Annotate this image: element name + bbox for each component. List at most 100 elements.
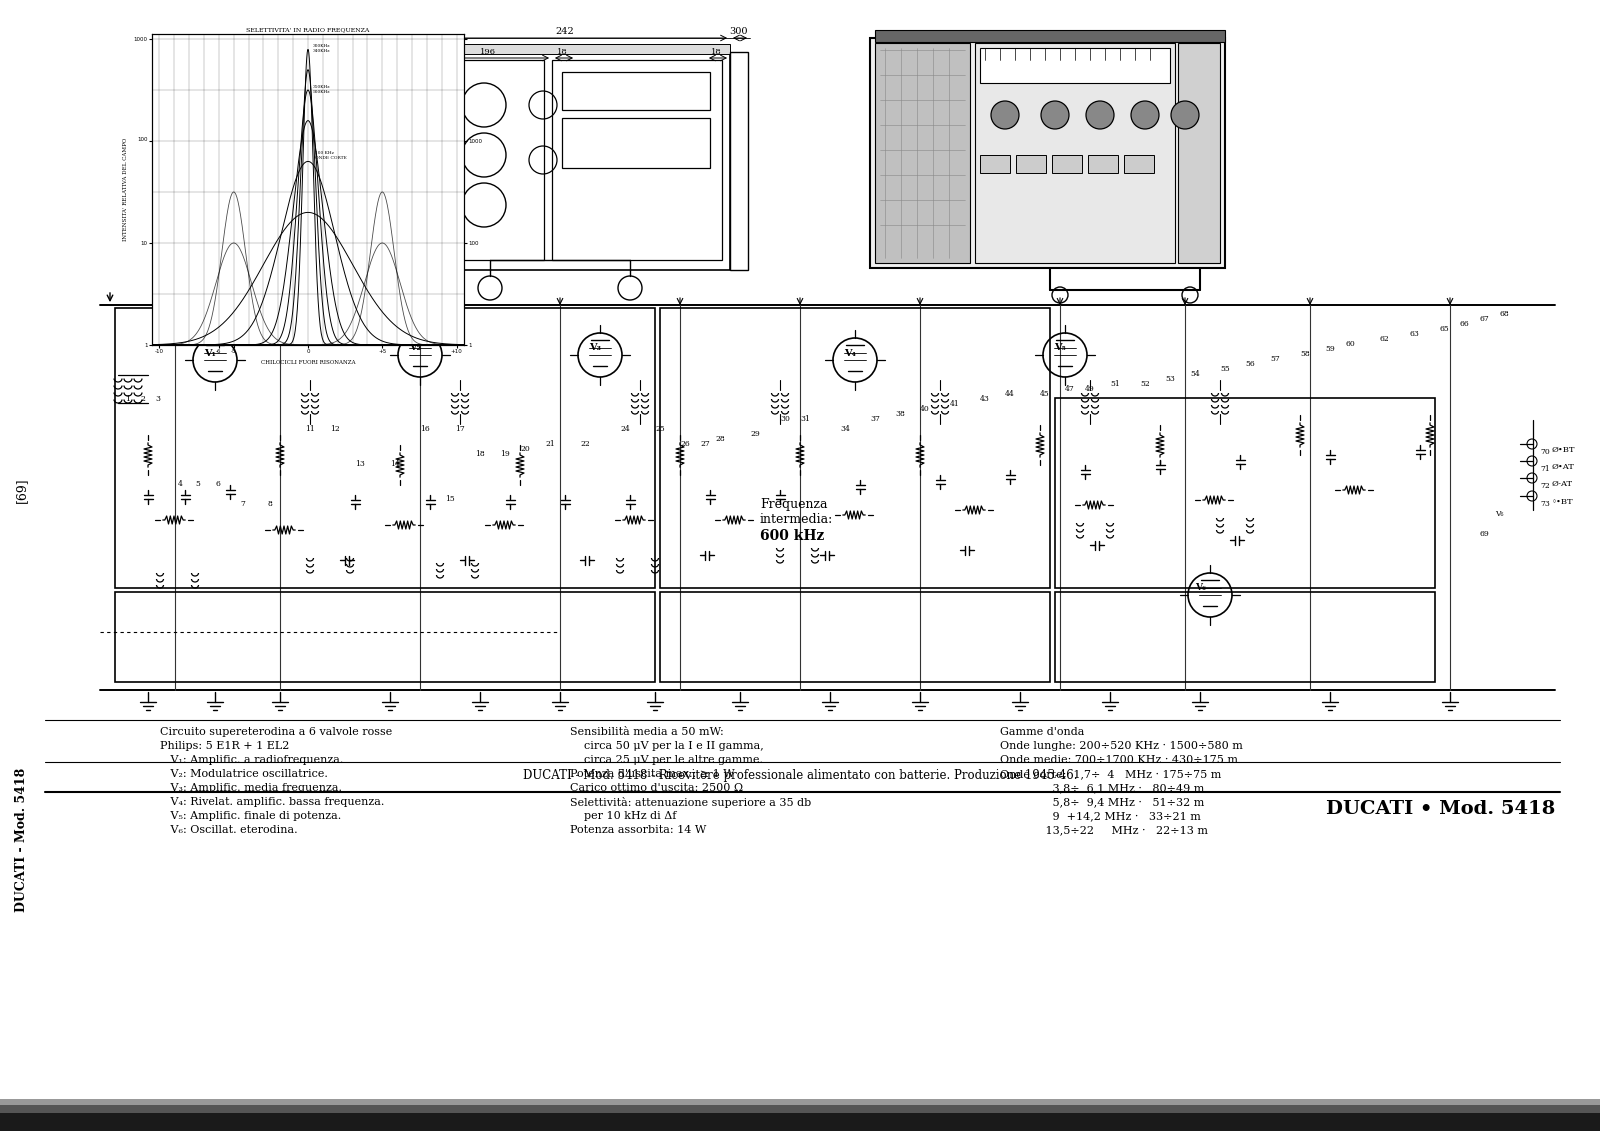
Bar xyxy=(0,1113,1600,1131)
Text: Selettività: attenuazione superiore a 35 db: Selettività: attenuazione superiore a 35… xyxy=(570,797,811,808)
Bar xyxy=(1123,155,1154,173)
Text: 72: 72 xyxy=(1539,482,1550,490)
Text: 14: 14 xyxy=(390,460,400,468)
Bar xyxy=(1178,43,1221,264)
Text: 3: 3 xyxy=(155,395,160,403)
Y-axis label: INTENSITA' RELATIVA DEL CAMPO: INTENSITA' RELATIVA DEL CAMPO xyxy=(123,138,128,241)
Text: 67: 67 xyxy=(1480,316,1490,323)
Text: 31: 31 xyxy=(800,415,810,423)
Text: 29: 29 xyxy=(750,430,760,438)
Text: 55: 55 xyxy=(1221,365,1230,373)
Text: 7: 7 xyxy=(240,500,245,508)
Text: 5: 5 xyxy=(195,480,200,487)
Text: 69: 69 xyxy=(1480,530,1490,538)
Bar xyxy=(414,52,730,270)
Text: V₆: V₆ xyxy=(1195,584,1205,593)
Bar xyxy=(979,155,1010,173)
Text: circa 50 μV per la I e II gamma,: circa 50 μV per la I e II gamma, xyxy=(570,741,763,751)
Text: 41: 41 xyxy=(950,400,960,408)
Bar xyxy=(661,592,1050,682)
Text: 600 kHz: 600 kHz xyxy=(760,529,824,543)
Text: V₃: V₃ xyxy=(589,344,602,353)
Text: 11: 11 xyxy=(306,425,315,433)
Text: V₅: V₅ xyxy=(1054,344,1066,353)
Text: Potenza assorbita: 14 W: Potenza assorbita: 14 W xyxy=(570,824,706,835)
Text: ◦•BT: ◦•BT xyxy=(1552,498,1574,506)
Text: intermedia:: intermedia: xyxy=(760,513,834,526)
Text: 37: 37 xyxy=(870,415,880,423)
Circle shape xyxy=(1171,101,1198,129)
Text: V₂: V₂ xyxy=(410,344,421,353)
Text: 60: 60 xyxy=(1346,340,1355,348)
Text: Philips: 5 E1R + 1 EL2: Philips: 5 E1R + 1 EL2 xyxy=(160,741,290,751)
Text: 9  +14,2 MHz ·   33÷21 m: 9 +14,2 MHz · 33÷21 m xyxy=(1000,811,1202,821)
Text: 38: 38 xyxy=(894,411,906,418)
Text: 68: 68 xyxy=(1501,310,1510,318)
Text: Sensibilità media a 50 mW:: Sensibilità media a 50 mW: xyxy=(570,727,723,737)
Text: V₆: Oscillat. eterodina.: V₆: Oscillat. eterodina. xyxy=(160,824,298,835)
Text: 73: 73 xyxy=(1539,500,1550,508)
Bar xyxy=(730,52,749,270)
Text: 70: 70 xyxy=(1539,448,1550,456)
Text: V₅: Amplific. finale di potenza.: V₅: Amplific. finale di potenza. xyxy=(160,811,341,821)
Text: 4: 4 xyxy=(178,480,182,487)
Title: SELETTIVITA' IN RADIO FREQUENZA: SELETTIVITA' IN RADIO FREQUENZA xyxy=(246,27,370,32)
Text: 40: 40 xyxy=(920,405,930,413)
Bar xyxy=(115,592,654,682)
Text: 59: 59 xyxy=(1325,345,1334,353)
Text: 6: 6 xyxy=(214,480,219,487)
Text: 20: 20 xyxy=(520,444,530,454)
Text: 28: 28 xyxy=(715,435,725,443)
Circle shape xyxy=(1042,101,1069,129)
Text: Onde corte:  1,7÷  4   MHz · 175÷75 m: Onde corte: 1,7÷ 4 MHz · 175÷75 m xyxy=(1000,769,1221,779)
Text: Carico ottimo d'uscita: 2500 Ω: Carico ottimo d'uscita: 2500 Ω xyxy=(570,783,742,793)
Bar xyxy=(0,1099,1600,1105)
Text: 19: 19 xyxy=(499,450,510,458)
Text: 47: 47 xyxy=(1066,385,1075,392)
Text: Ø-AT: Ø-AT xyxy=(1552,480,1573,487)
Text: Onde medie: 700÷1700 KHz · 430÷175 m: Onde medie: 700÷1700 KHz · 430÷175 m xyxy=(1000,756,1238,765)
Text: 18: 18 xyxy=(475,450,485,458)
Bar xyxy=(1016,155,1046,173)
Text: 25: 25 xyxy=(654,425,664,433)
Text: 18: 18 xyxy=(710,48,722,57)
Text: 66: 66 xyxy=(1459,320,1470,328)
Bar xyxy=(562,118,710,169)
Bar xyxy=(1088,155,1118,173)
Text: 22: 22 xyxy=(579,440,590,448)
Text: [69]: [69] xyxy=(16,477,29,503)
Text: 45: 45 xyxy=(1040,390,1050,398)
Text: 43: 43 xyxy=(979,395,990,403)
Text: V₁: Amplific. a radiofrequenza.: V₁: Amplific. a radiofrequenza. xyxy=(160,756,344,765)
Text: Circuito supereterodina a 6 valvole rosse: Circuito supereterodina a 6 valvole ross… xyxy=(160,727,392,737)
Text: 13,5÷22     MHz ·   22÷13 m: 13,5÷22 MHz · 22÷13 m xyxy=(1000,824,1208,835)
Circle shape xyxy=(1131,101,1158,129)
Text: 17: 17 xyxy=(454,425,464,433)
Text: 3,8÷  6,1 MHz ·   80÷49 m: 3,8÷ 6,1 MHz · 80÷49 m xyxy=(1000,783,1205,793)
Bar xyxy=(974,43,1174,264)
Text: circa 25 μV per le altre gamme.: circa 25 μV per le altre gamme. xyxy=(570,756,763,765)
Text: 100 KHz
ONDE CORTE: 100 KHz ONDE CORTE xyxy=(315,152,347,159)
Text: 71: 71 xyxy=(1539,465,1550,473)
Text: Onde lunghe: 200÷520 KHz · 1500÷580 m: Onde lunghe: 200÷520 KHz · 1500÷580 m xyxy=(1000,741,1243,751)
Text: 26: 26 xyxy=(680,440,690,448)
X-axis label: CHILOCICLI FUORI RISONANZA: CHILOCICLI FUORI RISONANZA xyxy=(261,360,355,364)
Bar xyxy=(115,308,654,588)
Text: Ø•BT: Ø•BT xyxy=(1552,446,1576,454)
Bar xyxy=(1053,155,1082,173)
Bar xyxy=(1054,592,1435,682)
Text: 49: 49 xyxy=(1085,385,1094,392)
Text: 1: 1 xyxy=(125,395,130,403)
Text: Ø•AT: Ø•AT xyxy=(1552,463,1574,470)
Text: 30: 30 xyxy=(781,415,790,423)
Text: V₆: V₆ xyxy=(1494,510,1504,518)
Text: Gamme d'onda: Gamme d'onda xyxy=(1000,727,1085,737)
Text: 8: 8 xyxy=(269,500,274,508)
Text: 62: 62 xyxy=(1379,335,1390,343)
Bar xyxy=(1054,398,1435,588)
Text: 57: 57 xyxy=(1270,355,1280,363)
Text: 5,8÷  9,4 MHz ·   51÷32 m: 5,8÷ 9,4 MHz · 51÷32 m xyxy=(1000,797,1205,808)
Text: 13: 13 xyxy=(355,460,365,468)
Text: 242: 242 xyxy=(555,27,574,36)
Text: per 10 kHz di Δf: per 10 kHz di Δf xyxy=(570,811,677,821)
